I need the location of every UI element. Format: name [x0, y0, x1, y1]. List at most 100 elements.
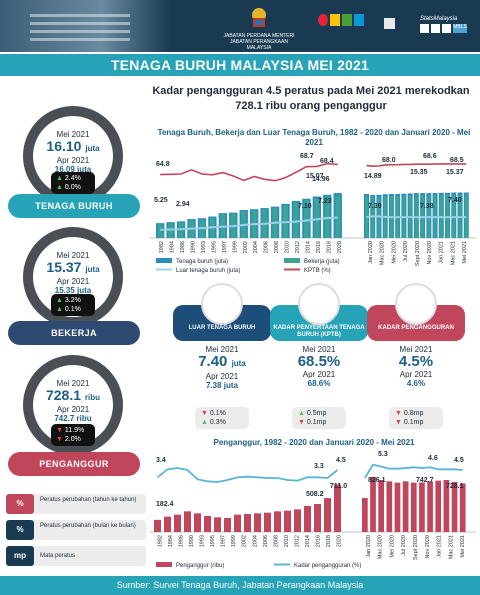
bar-unemployed [194, 513, 201, 532]
tick-label: 1999 [231, 535, 237, 547]
presentation-icon [298, 283, 340, 325]
employed-prev: 15.35 juta [54, 286, 92, 295]
labour-force-value: 16.10 [46, 138, 82, 154]
headline: Kadar pengangguran 4.5 peratus pada Mei … [152, 85, 470, 112]
unemployed-label: PENGANGGUR [8, 452, 140, 476]
tick-label: 1990 [191, 241, 197, 253]
tick-label: 1984 [170, 241, 176, 253]
bar-employed [371, 197, 375, 238]
youtube-icon[interactable] [442, 24, 451, 33]
data-label: 68.6 [423, 153, 437, 160]
tick-label: 2012 [295, 241, 301, 253]
data-label: 508.2 [306, 491, 324, 498]
employed-value: 15.37 [46, 259, 82, 275]
tick-label: Jul 2020 [403, 241, 409, 262]
bar-unemployed [164, 516, 171, 532]
tick-label: 2006 [263, 535, 269, 547]
bar-employed [335, 195, 341, 238]
line-unemployment-rate [156, 467, 339, 483]
source-footer: Sumber: Survei Tenaga Buruh, Jabatan Per… [0, 576, 480, 595]
labour-force-ring: Mei 2021 16.10 juta Apr 2021 16.09 juta [23, 106, 123, 206]
tick-label: 2020 [337, 535, 343, 547]
legend-swatch [284, 258, 300, 263]
data-label: 3.4 [156, 457, 166, 464]
tick-label: Sept 2020 [415, 241, 421, 266]
bar-unemployed [394, 482, 401, 532]
tick-label: 2010 [284, 535, 290, 547]
mbls-badge: MBLS [453, 24, 467, 33]
tick-label: Nov 2020 [425, 535, 431, 559]
bar-unemployed [334, 484, 341, 532]
census-logo [384, 18, 395, 29]
labour-chart: 1982 1984 1986 1990 1993 1995 1997 1999 2002 2004… [150, 153, 476, 274]
coat-of-arms-icon [252, 8, 266, 27]
bar-employed [314, 197, 320, 238]
tick-label: 2004 [253, 241, 259, 253]
tick-label: Mac 2021 [450, 241, 456, 265]
tick-label: 2014 [305, 535, 311, 547]
tick-label: 1982 [159, 241, 165, 253]
tick-label: 1984 [168, 535, 174, 547]
tick-label: 2016 [316, 241, 322, 253]
legend-label: Luar tenaga buruh (juta) [176, 268, 240, 274]
twitter-icon[interactable] [431, 24, 440, 33]
data-label: 68.4 [320, 158, 334, 165]
bar-unemployed [224, 518, 231, 532]
card-value: 68.5% [297, 353, 341, 370]
card-change: ▼ 0.8mp ▼ 0.1mp [389, 407, 443, 429]
line-outside-labour-force [366, 215, 467, 219]
employed-change: ▲ 3.2% ▲ 0.1% [51, 294, 95, 316]
data-label: 728.1 [446, 483, 464, 490]
bar-unemployed [386, 481, 393, 532]
unemployed-value: 728.1 [45, 387, 82, 403]
tick-label: Jan 2020 [368, 241, 374, 264]
bar-unemployed [427, 481, 433, 532]
data-label: 68.5 [450, 157, 464, 164]
tick-label: Jan 2020 [366, 535, 372, 558]
tick-label: 2016 [316, 535, 322, 547]
brand-name: StatsMalaysia [420, 16, 458, 22]
bar-unemployed [370, 476, 376, 532]
legend-yoy: % Peratus perubahan (tahun ke tahun) [6, 494, 146, 514]
bar-unemployed [443, 480, 450, 532]
bar-unemployed [362, 498, 368, 532]
tick-label: 2020 [337, 241, 343, 253]
data-label: 4.5 [336, 457, 346, 464]
employed-label: BEKERJA [8, 321, 140, 345]
bar-employed [293, 202, 299, 238]
tick-label: 2008 [273, 535, 279, 547]
data-label: 5.3 [378, 451, 388, 458]
card-value: 4.5% [398, 353, 434, 370]
tick-label: Mac 2020 [380, 241, 386, 265]
data-label: 2.94 [176, 201, 190, 208]
legend-swatch [156, 562, 172, 567]
legend-swatch [156, 258, 172, 263]
bar-employed [157, 224, 163, 238]
card-change: ▼ 0.1% ▲ 0.3% [195, 407, 249, 429]
tick-label: Jan 2021 [437, 535, 443, 558]
data-label: 7.10 [298, 203, 312, 210]
header-banner: JABATAN PERDANA MENTERI JABATAN PERANGKAA… [0, 0, 480, 52]
tick-label: Mac 2020 [378, 535, 384, 559]
bar-unemployed [204, 516, 211, 532]
bar-unemployed [324, 498, 331, 532]
line-unemployment-rate [364, 463, 463, 479]
data-label: 5.25 [154, 197, 168, 204]
facebook-icon[interactable] [420, 24, 429, 33]
tick-label: 2006 [264, 241, 270, 253]
unemployed-prev: 742.7 ribu [54, 414, 92, 423]
labour-force-label: TENAGA BURUH [8, 194, 140, 218]
bar-unemployed [214, 517, 221, 532]
tick-label: Mei 2020 [391, 241, 397, 264]
tick-label: 2018 [326, 535, 332, 547]
tick-label: 2010 [285, 241, 291, 253]
social-media-block: StatsMalaysia MBLS [420, 16, 476, 33]
bar-unemployed [435, 480, 442, 532]
bar-unemployed [314, 504, 321, 532]
bar-unemployed [184, 511, 191, 532]
legend-label: KPTB (%) [304, 268, 331, 274]
bar-employed [168, 223, 174, 238]
tick-label: Jan 2021 [439, 241, 445, 264]
line-kptb [160, 162, 338, 182]
tick-label: 1993 [201, 241, 207, 253]
